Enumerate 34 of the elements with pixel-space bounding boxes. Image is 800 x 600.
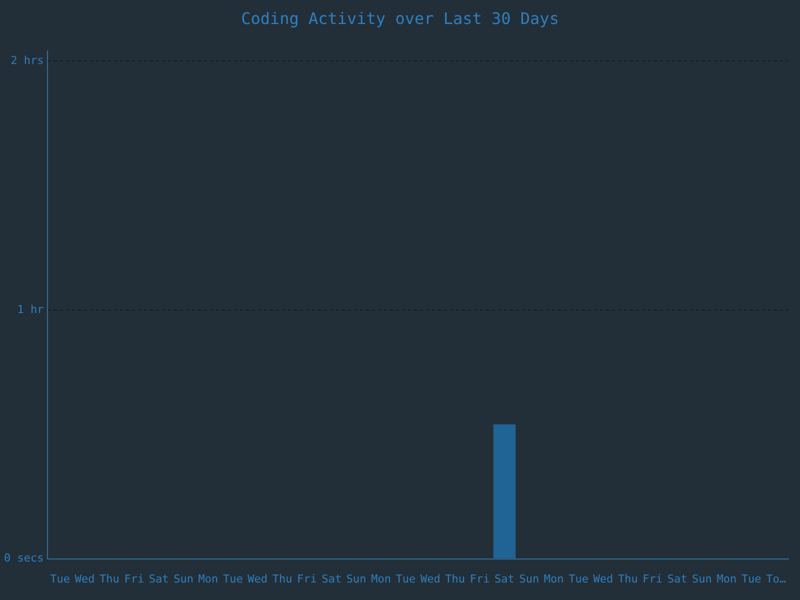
x-tick-label: Fri — [642, 572, 663, 586]
x-tick-label: Thu — [445, 572, 466, 586]
x-tick-label: Sat — [494, 572, 514, 586]
x-tick-label: Wed — [593, 572, 614, 586]
x-tick-label: Mon — [198, 572, 218, 586]
x-tick-label: Sat — [148, 572, 169, 586]
x-tick-label: Sat — [322, 572, 342, 586]
x-tick-label: Mon — [716, 572, 737, 586]
x-tick-label: Sun — [174, 572, 194, 586]
x-tick-label: Tue — [50, 572, 70, 586]
x-tick-label: Fri — [124, 572, 144, 586]
x-tick-label: Mon — [371, 572, 391, 586]
x-tick-label: Sun — [519, 572, 540, 586]
x-tick-label: Tue — [741, 572, 762, 586]
x-tick-label: Wed — [74, 572, 95, 586]
x-tick-label: Fri — [297, 572, 317, 586]
x-tick-label: Mon — [544, 572, 564, 586]
x-tick-label: Sun — [346, 572, 366, 586]
chart-title: Coding Activity over Last 30 Days — [241, 8, 559, 28]
x-tick-label: Wed — [420, 572, 440, 586]
y-tick-label: 1 hr — [17, 302, 44, 316]
x-tick-label: To… — [766, 572, 786, 586]
x-tick-label: Tue — [222, 572, 243, 586]
x-tick-label: Thu — [618, 572, 638, 586]
x-tick-label: Thu — [100, 572, 120, 586]
x-tick-label: Fri — [470, 572, 490, 586]
x-tick-label: Tue — [396, 572, 416, 586]
y-tick-label: 0 secs — [4, 552, 44, 565]
x-tick-label: Sun — [692, 572, 712, 586]
y-tick-label: 2 hrs — [10, 54, 44, 68]
x-tick-label: Thu — [272, 572, 292, 586]
x-tick-label: Sat — [667, 572, 688, 586]
x-tick-label: Tue — [568, 572, 588, 586]
x-tick-label: Wed — [248, 572, 268, 586]
